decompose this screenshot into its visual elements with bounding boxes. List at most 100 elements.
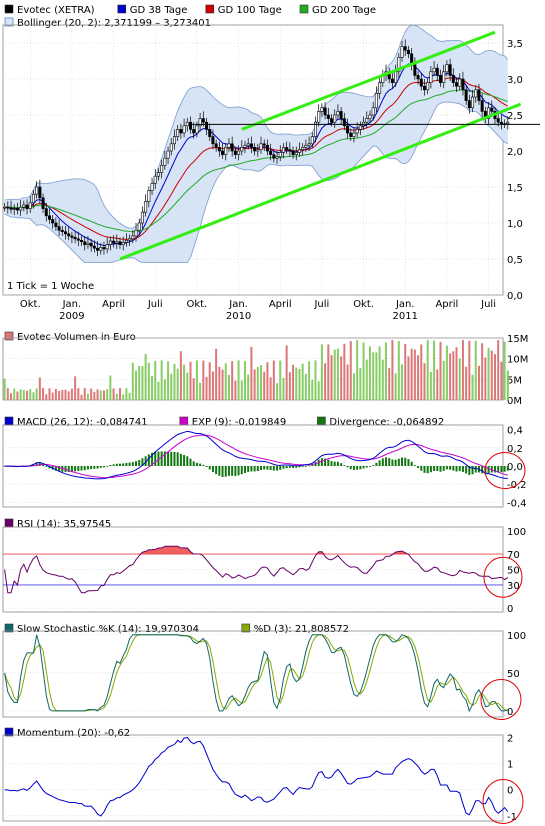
divergence-bar [122, 463, 125, 466]
divergence-bar [368, 466, 371, 467]
divergence-bar [118, 463, 121, 466]
divergence-bar [295, 466, 298, 468]
candle-body [147, 190, 151, 202]
candle-body [301, 147, 305, 150]
volume-bar [221, 369, 224, 400]
x-tick-label: Juli [147, 299, 163, 310]
volume-bar [340, 356, 343, 400]
divergence-bar [497, 466, 500, 473]
divergence-bar [311, 464, 314, 466]
volume-bar [163, 379, 166, 400]
candle-body [416, 75, 420, 80]
candle-body [176, 129, 180, 137]
divergence-bar [340, 463, 343, 466]
volume-bar [426, 340, 429, 400]
candle-body [22, 204, 26, 208]
volume-bar [83, 388, 86, 400]
candle-body [92, 245, 96, 249]
divergence-bar [375, 462, 378, 466]
divergence-bar [433, 466, 436, 471]
divergence-bar [487, 466, 490, 474]
y-tick-label: 0M [507, 396, 522, 407]
volume-bar [385, 342, 388, 400]
volume-bar [420, 344, 423, 400]
divergence-bar [352, 466, 355, 470]
highlight-circle [480, 678, 522, 720]
volume-bar [109, 375, 112, 400]
legend-label: Slow Stochastic %K (14): 19,970304 [17, 624, 199, 635]
volume-bar [413, 349, 416, 400]
divergence-bar [327, 459, 330, 466]
volume-bar [224, 363, 227, 400]
divergence-bar [458, 466, 461, 472]
candle-body [144, 201, 148, 213]
legend-item: Slow Stochastic %K (14): 19,970304 [4, 623, 199, 635]
divergence-bar [407, 459, 410, 466]
divergence-bar [298, 466, 301, 468]
y-tick-label: 70 [507, 550, 520, 561]
volume-bar [320, 344, 323, 400]
candle-body [15, 208, 19, 211]
divergence-bar [154, 451, 157, 466]
candle-body [131, 235, 135, 240]
divergence-bar [474, 466, 477, 473]
candle-body [288, 149, 292, 152]
divergence-bar [333, 461, 336, 466]
volume-bar [397, 341, 400, 400]
candle-body [3, 206, 7, 209]
candle-body [249, 143, 253, 148]
volume-bar [295, 367, 298, 400]
volume-bar [234, 380, 237, 400]
divergence-bar [272, 466, 275, 471]
volume-bar [445, 345, 448, 400]
volume-bar [388, 368, 391, 400]
divergence-bar [324, 458, 327, 466]
y-tick-label: 2 [507, 734, 513, 745]
legend-label: GD 100 Tage [218, 5, 282, 16]
divergence-bar [256, 466, 259, 472]
divergence-bar [449, 466, 452, 470]
volume-bar [352, 373, 355, 400]
candle-body [108, 240, 112, 245]
volume-bar [77, 388, 80, 400]
rsi-line [4, 545, 509, 594]
candle-body [112, 240, 116, 244]
candle-body [137, 222, 141, 231]
volume-bar [93, 391, 96, 400]
candle-body [214, 143, 218, 148]
divergence-bar [227, 466, 230, 476]
divergence-bar [445, 466, 448, 470]
candle-body [455, 82, 459, 87]
volume-bar [112, 388, 115, 400]
legend-label: Evotec Volumen in Euro [17, 332, 136, 343]
volume-bar [141, 366, 144, 400]
divergence-bar [141, 458, 144, 466]
volume-bar [256, 367, 259, 400]
x-year-label: 2011 [393, 311, 418, 322]
volume-bar [10, 393, 13, 400]
divergence-bar [301, 466, 304, 467]
volume-bar [176, 368, 179, 400]
volume-bar [272, 360, 275, 400]
legend-label: EXP (9): -0,019849 [192, 417, 286, 428]
candle-body [451, 75, 455, 83]
candle-body [73, 237, 77, 240]
divergence-bar [147, 454, 150, 466]
candle-body [307, 143, 311, 146]
divergence-bar [417, 466, 420, 468]
divergence-bar [266, 466, 269, 470]
y-tick-label: 100 [507, 631, 526, 642]
volume-bar [484, 357, 487, 400]
candle-body [41, 197, 45, 209]
volume-bar [317, 381, 320, 400]
divergence-bar [192, 461, 195, 466]
candle-body [230, 143, 234, 152]
divergence-bar [176, 452, 179, 466]
volume-bar [160, 360, 163, 400]
volume-bar [26, 390, 29, 400]
divergence-bar [144, 456, 147, 466]
candle-body [12, 208, 16, 210]
volume-bar [189, 361, 192, 400]
y-tick-label: 0,0 [507, 462, 523, 473]
candle-body [51, 219, 55, 224]
